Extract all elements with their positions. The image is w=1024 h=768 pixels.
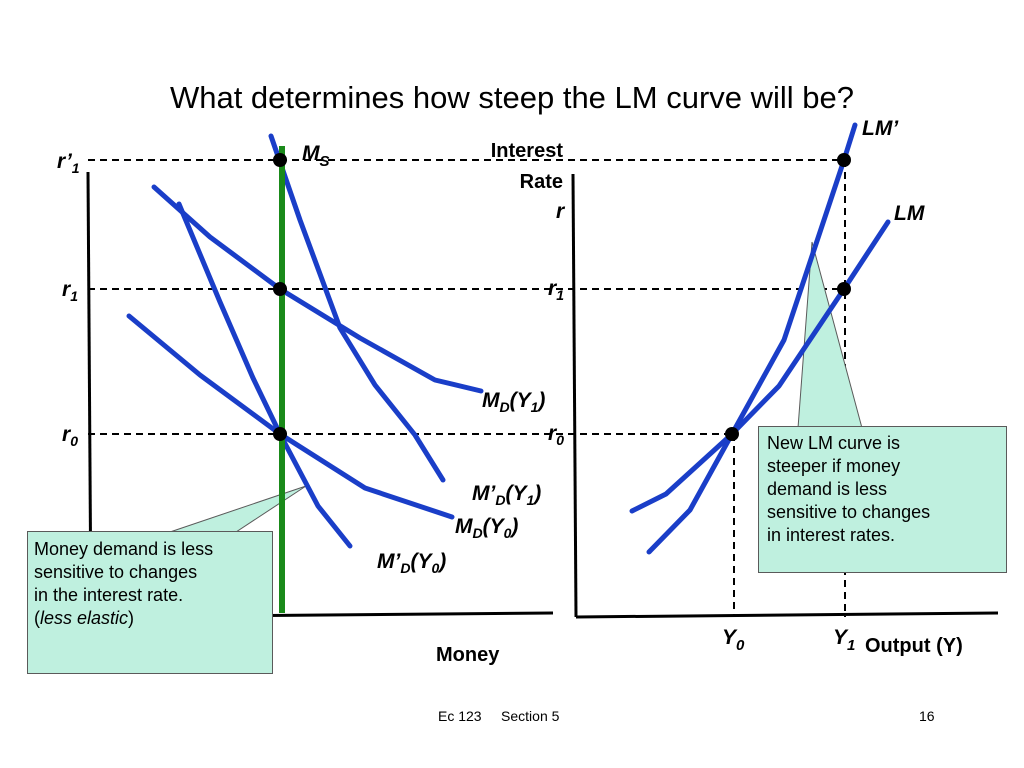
md-y1-curve <box>151 184 484 394</box>
dot-right-r1-prime <box>837 153 851 167</box>
right-x-axis-label: Output (Y) <box>865 635 963 657</box>
x-tick-y0: Y0 <box>722 626 745 654</box>
x-tick-y1: Y1 <box>833 626 855 654</box>
label-mdp-y1: M’D(Y1) <box>472 482 541 508</box>
tick-right-r0: r0 <box>548 422 564 448</box>
tick-r1-prime: r’1 <box>57 150 80 176</box>
label-md-y1: MD(Y1) <box>482 389 545 415</box>
dot-right-r0 <box>725 427 739 441</box>
right-x-axis <box>575 611 999 619</box>
right-callout-line4: sensitive to changes <box>767 502 931 522</box>
right-callout-box: New LM curve is steeper if money demand … <box>758 426 1007 573</box>
dot-left-r1 <box>273 282 287 296</box>
right-y-axis-label-line2: Rate <box>520 171 563 193</box>
money-supply-label: MS <box>302 142 330 170</box>
tick-left-r0: r0 <box>62 423 78 449</box>
dot-left-r1-prime <box>273 153 287 167</box>
left-callout-box: Money demand is less sensitive to change… <box>27 531 273 674</box>
tick-right-r1: r1 <box>548 277 564 303</box>
tick-left-r1: r1 <box>62 278 78 304</box>
left-callout-pointer <box>169 485 307 533</box>
right-callout-line3: demand is less <box>767 479 888 499</box>
right-callout-line1: New LM curve is <box>767 433 901 453</box>
right-callout-line2: steeper if money <box>767 456 901 476</box>
mdp-y1-curve <box>268 133 446 483</box>
left-callout-line2: sensitive to changes <box>34 562 198 582</box>
label-mdp-y0: M’D(Y0) <box>377 550 446 576</box>
label-md-y0: MD(Y0) <box>455 515 518 541</box>
dot-right-r1 <box>837 282 851 296</box>
left-x-axis-label: Money <box>436 644 500 666</box>
slide-title: What determines how steep the LM curve w… <box>170 80 854 115</box>
lm-curve <box>646 219 891 555</box>
money-demand-curves <box>126 133 484 549</box>
right-callout-line5: in interest rates. <box>767 525 896 545</box>
mdp-y0-curve <box>176 201 353 549</box>
right-axes <box>571 173 999 619</box>
right-y-axis-label-line1: Interest <box>491 140 564 162</box>
lm-prime-label: LM’ <box>862 117 899 140</box>
md-y0-curve <box>126 313 455 520</box>
dot-left-r0 <box>273 427 287 441</box>
right-y-axis <box>571 173 578 618</box>
left-callout-line1: Money demand is less <box>34 539 214 559</box>
slide-page-number: 16 <box>919 708 935 724</box>
equilibrium-dots <box>273 153 851 441</box>
left-callout-line3: in the interest rate. <box>34 585 184 605</box>
slide-footer: Ec 123 Section 5 <box>438 708 560 724</box>
left-callout-line4: (less elastic) <box>34 608 135 628</box>
right-y-axis-symbol: r <box>556 200 566 223</box>
lm-label: LM <box>894 202 925 225</box>
